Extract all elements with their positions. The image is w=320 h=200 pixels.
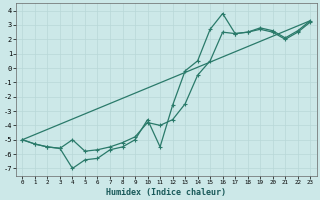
X-axis label: Humidex (Indice chaleur): Humidex (Indice chaleur) <box>106 188 226 197</box>
